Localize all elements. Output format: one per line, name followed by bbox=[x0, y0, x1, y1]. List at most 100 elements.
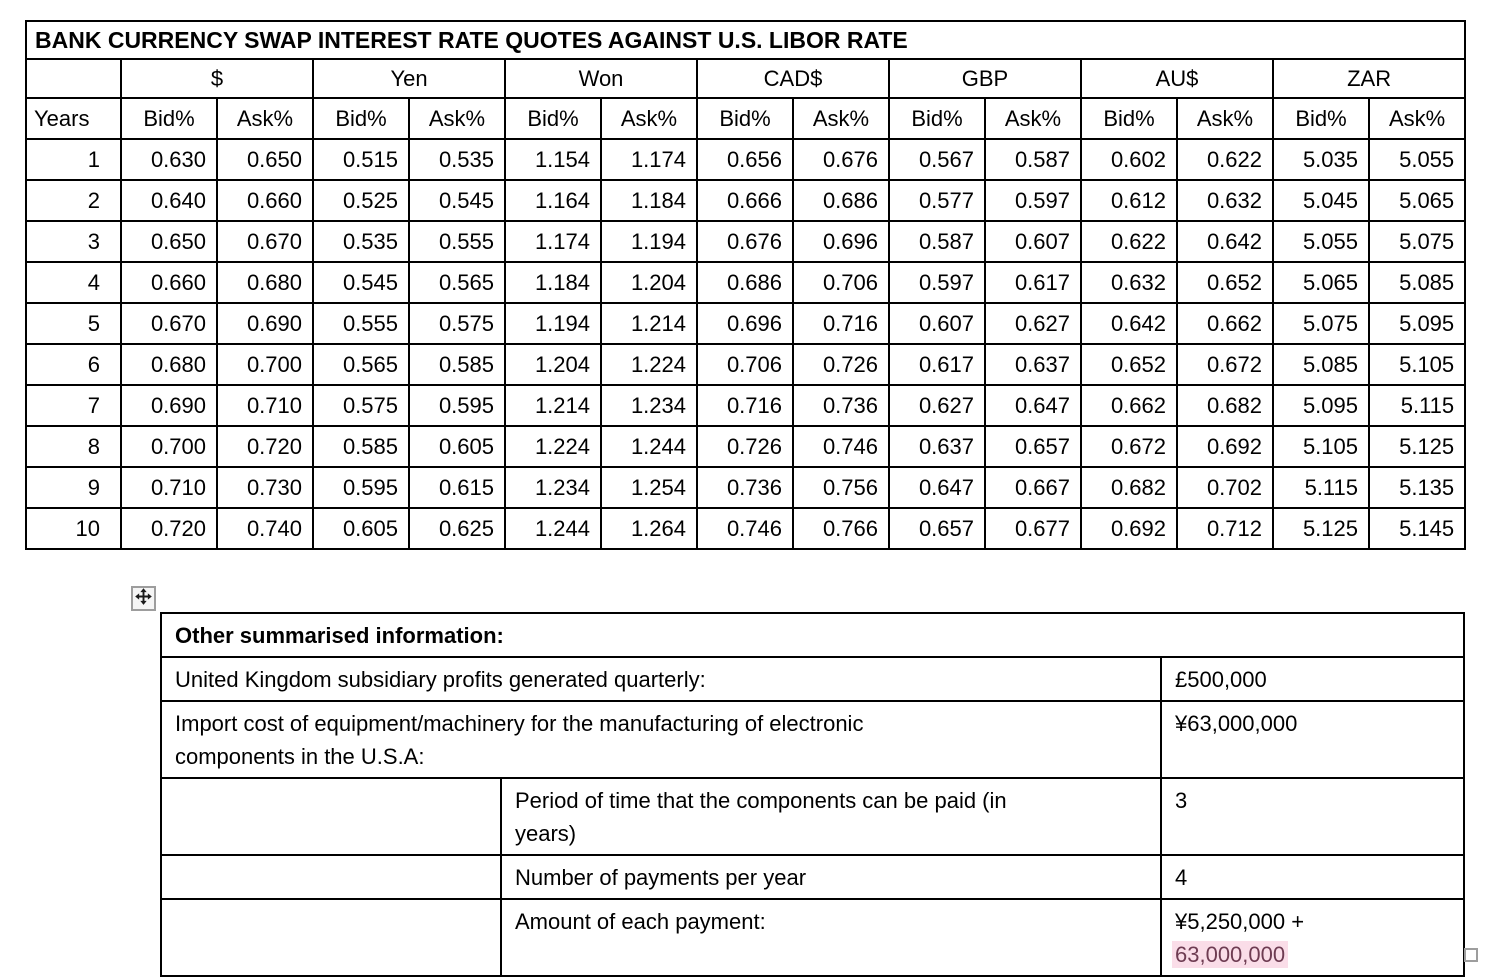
currency-header: ZAR bbox=[1271, 58, 1467, 99]
rate-cell: 0.565 bbox=[312, 343, 410, 386]
rate-cell: 0.647 bbox=[984, 384, 1082, 427]
rate-row: 7 0.690 0.710 0.575 0.595 1.214 1.234 0.716 0.73… bbox=[25, 384, 1467, 427]
rate-cell: 0.575 bbox=[312, 384, 410, 427]
rate-cell: 0.612 bbox=[1080, 179, 1178, 222]
info-table-title: Other summarised information: bbox=[159, 612, 1466, 658]
rate-cell: 0.585 bbox=[408, 343, 506, 386]
year-cell: 7 bbox=[25, 384, 122, 427]
rate-cell: 0.602 bbox=[1080, 138, 1178, 181]
rate-cell: 0.766 bbox=[792, 507, 890, 550]
info-value: 4 bbox=[1159, 854, 1466, 900]
rate-cell: 0.585 bbox=[312, 425, 410, 468]
swap-rates-table: BANK CURRENCY SWAP INTEREST RATE QUOTES … bbox=[24, 20, 1467, 550]
rate-cell: 5.035 bbox=[1272, 138, 1370, 181]
rate-cell: 0.672 bbox=[1176, 343, 1274, 386]
ask-header: Ask% bbox=[984, 97, 1082, 140]
year-cell: 9 bbox=[25, 466, 122, 509]
rate-cell: 0.720 bbox=[216, 425, 314, 468]
rate-cell: 0.710 bbox=[120, 466, 218, 509]
info-label: Import cost of equipment/machinery for t… bbox=[160, 700, 1162, 779]
amount-value-line1: ¥5,250,000 + bbox=[1175, 909, 1305, 934]
rate-cell: 0.597 bbox=[984, 179, 1082, 222]
rate-cell: 1.204 bbox=[600, 261, 698, 304]
rate-cell: 0.756 bbox=[792, 466, 890, 509]
year-cell: 4 bbox=[25, 261, 122, 304]
rate-row: 9 0.710 0.730 0.595 0.615 1.234 1.254 0.736 0.75… bbox=[25, 466, 1467, 509]
rate-cell: 0.667 bbox=[984, 466, 1082, 509]
info-row-payments-per-year: Number of payments per year 4 bbox=[160, 854, 1466, 900]
rate-cell: 0.676 bbox=[792, 138, 890, 181]
year-cell: 2 bbox=[25, 179, 122, 222]
rate-cell: 0.680 bbox=[120, 343, 218, 386]
rate-cell: 0.525 bbox=[312, 179, 410, 222]
info-table: Other summarised information: United Kin… bbox=[159, 612, 1466, 977]
rate-cell: 0.720 bbox=[120, 507, 218, 550]
table-resize-handle-icon[interactable] bbox=[1464, 948, 1478, 962]
rate-cell: 0.670 bbox=[216, 220, 314, 263]
currency-header: Won bbox=[504, 58, 698, 99]
rate-cell: 0.622 bbox=[1080, 220, 1178, 263]
rate-cell: 0.700 bbox=[120, 425, 218, 468]
rate-cell: 0.545 bbox=[408, 179, 506, 222]
year-cell: 6 bbox=[25, 343, 122, 386]
rate-row: 3 0.650 0.670 0.535 0.555 1.174 1.194 0.676 0.69… bbox=[25, 220, 1467, 263]
rate-row: 1 0.630 0.650 0.515 0.535 1.154 1.174 0.656 0.67… bbox=[25, 138, 1467, 181]
rate-cell: 0.660 bbox=[120, 261, 218, 304]
rate-cell: 0.627 bbox=[888, 384, 986, 427]
info-value: £500,000 bbox=[1159, 656, 1466, 702]
empty-cell bbox=[160, 854, 502, 900]
rate-cell: 0.712 bbox=[1176, 507, 1274, 550]
info-header-row: Other summarised information: bbox=[159, 612, 1466, 658]
rate-cell: 1.174 bbox=[504, 220, 602, 263]
rate-cell: 0.662 bbox=[1176, 302, 1274, 345]
rate-cell: 1.154 bbox=[504, 138, 602, 181]
rate-cell: 5.105 bbox=[1367, 343, 1467, 386]
rate-cell: 0.565 bbox=[408, 261, 506, 304]
rate-cell: 1.224 bbox=[600, 343, 698, 386]
currency-header: CAD$ bbox=[696, 58, 890, 99]
rate-cell: 0.710 bbox=[216, 384, 314, 427]
rate-cell: 0.730 bbox=[216, 466, 314, 509]
rate-cell: 1.244 bbox=[600, 425, 698, 468]
rate-cell: 0.682 bbox=[1176, 384, 1274, 427]
rate-cell: 1.194 bbox=[504, 302, 602, 345]
rate-row: 6 0.680 0.700 0.565 0.585 1.204 1.224 0.706 0.72… bbox=[25, 343, 1467, 386]
title-row: BANK CURRENCY SWAP INTEREST RATE QUOTES … bbox=[24, 20, 1467, 60]
rate-cell: 5.065 bbox=[1367, 179, 1467, 222]
year-cell: 1 bbox=[25, 138, 122, 181]
year-cell: 3 bbox=[25, 220, 122, 263]
rate-cell: 5.045 bbox=[1272, 179, 1370, 222]
rate-cell: 0.696 bbox=[792, 220, 890, 263]
rate-cell: 0.690 bbox=[120, 384, 218, 427]
rate-cell: 5.085 bbox=[1367, 261, 1467, 304]
rate-cell: 0.642 bbox=[1080, 302, 1178, 345]
bid-header: Bid% bbox=[120, 97, 218, 140]
rate-cell: 0.545 bbox=[312, 261, 410, 304]
rate-cell: 0.640 bbox=[120, 179, 218, 222]
rate-cell: 0.650 bbox=[120, 220, 218, 263]
rate-cell: 1.204 bbox=[504, 343, 602, 386]
table-move-handle[interactable] bbox=[131, 586, 156, 611]
rate-cell: 0.622 bbox=[1176, 138, 1274, 181]
rate-cell: 0.605 bbox=[408, 425, 506, 468]
ask-header: Ask% bbox=[1367, 97, 1467, 140]
info-label: United Kingdom subsidiary profits genera… bbox=[160, 656, 1162, 702]
rate-cell: 0.652 bbox=[1080, 343, 1178, 386]
rate-row: 4 0.660 0.680 0.545 0.565 1.184 1.204 0.686 0.70… bbox=[25, 261, 1467, 304]
rates-body: 1 0.630 0.650 0.515 0.535 1.154 1.174 0.656 0.67… bbox=[25, 138, 1467, 550]
rate-cell: 0.607 bbox=[888, 302, 986, 345]
rate-cell: 0.736 bbox=[696, 466, 794, 509]
rate-row: 10 0.720 0.740 0.605 0.625 1.244 1.264 0.746 0.7… bbox=[25, 507, 1467, 550]
rate-cell: 5.065 bbox=[1272, 261, 1370, 304]
rate-cell: 0.696 bbox=[696, 302, 794, 345]
rate-row: 2 0.640 0.660 0.525 0.545 1.164 1.184 0.666 0.68… bbox=[25, 179, 1467, 222]
rate-cell: 5.095 bbox=[1367, 302, 1467, 345]
rate-cell: 1.244 bbox=[504, 507, 602, 550]
ask-header: Ask% bbox=[408, 97, 506, 140]
rate-cell: 0.660 bbox=[216, 179, 314, 222]
rate-cell: 0.657 bbox=[888, 507, 986, 550]
rate-cell: 0.686 bbox=[696, 261, 794, 304]
rate-cell: 0.647 bbox=[888, 466, 986, 509]
rate-cell: 0.692 bbox=[1176, 425, 1274, 468]
rate-cell: 5.145 bbox=[1367, 507, 1467, 550]
